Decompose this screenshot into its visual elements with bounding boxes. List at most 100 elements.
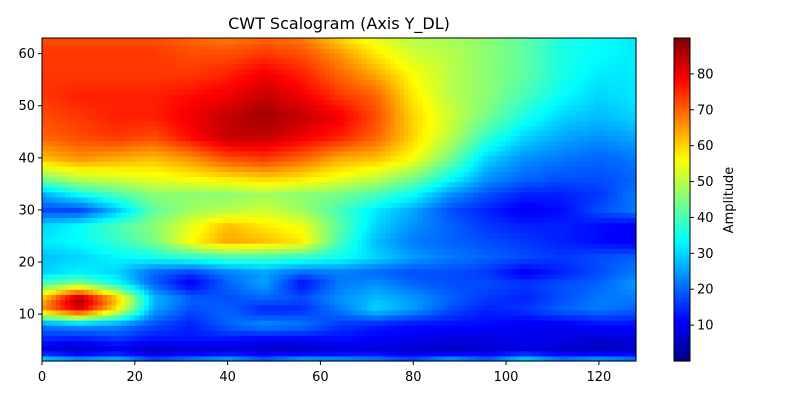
heatmap-cell xyxy=(519,330,526,336)
heatmap-cell xyxy=(626,248,632,254)
heatmap-cell xyxy=(589,243,595,249)
heatmap-cell xyxy=(547,314,554,321)
heatmap-cell xyxy=(74,191,80,198)
heatmap-cell xyxy=(153,186,159,193)
heatmap-cell xyxy=(274,263,280,270)
heatmap-cell xyxy=(65,171,71,178)
heatmap-cell xyxy=(459,202,465,208)
heatmap-cell xyxy=(213,345,219,352)
heatmap-cell xyxy=(181,171,187,178)
heatmap-cell xyxy=(487,217,493,224)
heatmap-cell xyxy=(301,171,308,178)
heatmap-cell xyxy=(158,176,164,183)
heatmap-cell xyxy=(557,186,563,193)
heatmap-cell xyxy=(417,186,424,193)
heatmap-cell xyxy=(148,181,154,188)
heatmap-cell xyxy=(552,319,558,326)
heatmap-cell xyxy=(241,294,247,301)
heatmap-cell xyxy=(547,330,554,336)
heatmap-cell xyxy=(617,268,623,275)
heatmap-cell xyxy=(343,176,349,183)
heatmap-cell xyxy=(74,314,80,321)
heatmap-cell xyxy=(468,232,475,239)
heatmap-cell xyxy=(519,304,526,311)
heatmap-cell xyxy=(274,355,280,362)
heatmap-cell xyxy=(167,268,173,275)
heatmap-cell xyxy=(42,171,48,178)
heatmap-cell xyxy=(116,186,122,193)
heatmap-cell xyxy=(278,243,284,249)
heatmap-cell xyxy=(538,207,544,213)
heatmap-cell xyxy=(431,176,438,183)
heatmap-cell xyxy=(496,202,503,208)
heatmap-cell xyxy=(357,217,363,224)
heatmap-cell xyxy=(83,248,90,254)
heatmap-cell xyxy=(213,196,219,203)
heatmap-cell xyxy=(631,268,637,275)
heatmap-cell xyxy=(501,207,507,213)
heatmap-cell xyxy=(352,171,359,178)
heatmap-cell xyxy=(496,289,503,295)
heatmap-cell xyxy=(492,278,498,285)
heatmap-cell xyxy=(241,284,247,290)
heatmap-cell xyxy=(83,309,90,316)
heatmap-cell xyxy=(218,248,224,254)
heatmap-cell xyxy=(533,253,540,260)
heatmap-cell xyxy=(171,202,178,208)
heatmap-cell xyxy=(65,345,71,352)
heatmap-cell xyxy=(325,299,331,306)
heatmap-cell xyxy=(46,155,52,162)
heatmap-cell xyxy=(287,314,294,321)
heatmap-cell xyxy=(612,304,619,311)
heatmap-cell xyxy=(348,278,354,285)
heatmap-cell xyxy=(561,258,567,265)
heatmap-cell xyxy=(408,232,414,239)
heatmap-cell xyxy=(524,273,530,280)
heatmap-cell xyxy=(222,227,229,234)
heatmap-cell xyxy=(584,309,591,316)
heatmap-cell xyxy=(571,202,577,208)
heatmap-cell xyxy=(65,243,71,249)
heatmap-cell xyxy=(315,181,322,188)
heatmap-cell xyxy=(232,202,238,208)
heatmap-cell xyxy=(487,243,493,249)
heatmap-cell xyxy=(366,289,373,295)
heatmap-cell xyxy=(626,355,632,362)
heatmap-cell xyxy=(348,319,354,326)
heatmap-cell xyxy=(385,166,391,172)
heatmap-cell xyxy=(102,253,108,260)
heatmap-cell xyxy=(566,258,572,265)
heatmap-cell xyxy=(455,335,461,342)
heatmap-cell xyxy=(348,181,354,188)
heatmap-cell xyxy=(255,273,261,280)
heatmap-cell xyxy=(306,171,312,178)
heatmap-cell xyxy=(510,325,516,331)
heatmap-cell xyxy=(297,186,303,193)
heatmap-cell xyxy=(506,335,512,342)
heatmap-cell xyxy=(612,273,619,280)
heatmap-cell xyxy=(301,207,308,213)
heatmap-cell xyxy=(631,284,637,290)
heatmap-cell xyxy=(65,253,71,260)
heatmap-cell xyxy=(343,243,349,249)
heatmap-cell xyxy=(120,294,127,301)
heatmap-cell xyxy=(403,258,410,265)
heatmap-cell xyxy=(436,161,442,167)
heatmap-cell xyxy=(97,196,103,203)
heatmap-cell xyxy=(455,207,461,213)
heatmap-cell xyxy=(482,309,489,316)
heatmap-cell xyxy=(190,355,196,362)
heatmap-cell xyxy=(106,161,113,167)
heatmap-cell xyxy=(301,232,308,239)
heatmap-cell xyxy=(69,350,76,357)
heatmap-cell xyxy=(571,243,577,249)
heatmap-cell xyxy=(171,207,178,213)
heatmap-cell xyxy=(55,243,62,249)
heatmap-cell xyxy=(139,294,145,301)
heatmap-cell xyxy=(42,222,48,229)
heatmap-cell xyxy=(492,243,498,249)
heatmap-cell xyxy=(362,345,368,352)
heatmap-cell xyxy=(83,176,90,183)
heatmap-cell xyxy=(445,227,451,234)
heatmap-cell xyxy=(46,325,52,331)
